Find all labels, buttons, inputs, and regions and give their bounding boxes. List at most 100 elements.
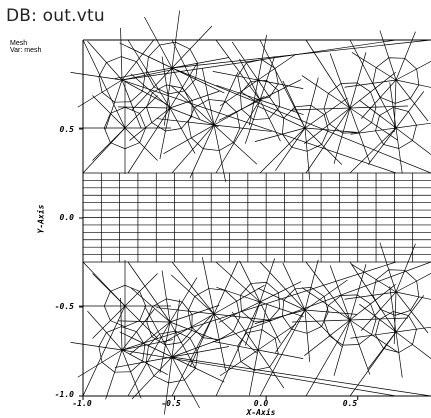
mesh-spoke bbox=[114, 67, 173, 79]
mesh-spoke bbox=[254, 127, 306, 142]
mesh-spoke bbox=[129, 321, 171, 355]
mesh-spoke bbox=[395, 127, 431, 156]
mesh-spoke bbox=[171, 356, 225, 383]
mesh-spoke bbox=[156, 307, 215, 315]
mesh-spoke bbox=[218, 99, 261, 121]
mesh-spoke bbox=[70, 72, 123, 81]
mesh-spoke bbox=[159, 321, 171, 374]
mesh-edge bbox=[349, 261, 397, 333]
mesh-edge bbox=[82, 39, 126, 129]
mesh-spoke bbox=[349, 107, 371, 163]
mesh-spoke bbox=[87, 310, 123, 351]
mesh-spoke bbox=[304, 127, 357, 133]
mesh-spoke bbox=[344, 79, 397, 88]
mesh-edge bbox=[349, 331, 397, 397]
mesh-spoke bbox=[379, 242, 397, 293]
mesh-spoke bbox=[257, 53, 297, 81]
mesh-spoke bbox=[395, 291, 429, 334]
mesh-spoke bbox=[131, 356, 173, 400]
mesh-spoke bbox=[344, 291, 397, 300]
mesh-spoke bbox=[301, 75, 351, 109]
mesh-ring bbox=[375, 107, 417, 149]
mesh-spoke bbox=[259, 301, 281, 344]
mesh-ring bbox=[98, 326, 146, 373]
mesh-spoke bbox=[169, 90, 220, 109]
mesh-edge bbox=[121, 39, 397, 81]
mesh-spoke bbox=[92, 95, 126, 129]
mesh-edge bbox=[121, 261, 397, 351]
mesh-spoke bbox=[213, 313, 272, 321]
mesh-spoke bbox=[144, 305, 173, 358]
mesh-edge bbox=[259, 261, 306, 311]
mesh-spoke bbox=[393, 291, 397, 344]
mesh-spoke bbox=[282, 262, 306, 311]
mesh-edge bbox=[127, 107, 171, 174]
mesh-spoke bbox=[275, 127, 306, 171]
mesh-ring bbox=[323, 294, 377, 346]
mesh-edge bbox=[215, 261, 261, 303]
mesh-ring bbox=[282, 105, 329, 152]
mesh-spoke bbox=[118, 106, 171, 109]
mesh-spoke bbox=[171, 10, 181, 69]
x-tick-label: 0.5 bbox=[342, 399, 358, 408]
y-tick-label: -0.5 bbox=[54, 302, 74, 311]
mesh-spoke bbox=[121, 349, 168, 376]
mesh-spoke bbox=[77, 349, 123, 378]
mesh-spoke bbox=[349, 319, 371, 375]
mesh-edge bbox=[259, 127, 306, 174]
mesh-spoke bbox=[349, 264, 367, 321]
mesh-spoke bbox=[360, 291, 397, 331]
mesh-spoke bbox=[161, 270, 171, 323]
mesh-spoke bbox=[257, 105, 306, 129]
mesh-spoke bbox=[231, 41, 259, 81]
mesh-spoke bbox=[257, 79, 304, 89]
mesh-spoke bbox=[169, 107, 196, 154]
mesh-spoke bbox=[249, 349, 259, 396]
mesh-spoke bbox=[169, 321, 219, 342]
mesh-spoke bbox=[304, 127, 343, 165]
mesh-edge bbox=[171, 356, 431, 397]
mesh-spoke bbox=[395, 295, 425, 333]
mesh-spoke bbox=[92, 305, 126, 339]
mesh-spoke bbox=[395, 31, 416, 81]
mesh-spoke bbox=[395, 291, 431, 300]
mesh-spoke bbox=[304, 97, 348, 129]
mesh-edge bbox=[259, 39, 306, 129]
mesh-spoke bbox=[259, 79, 302, 101]
mesh-spoke bbox=[351, 264, 397, 293]
mesh-spoke bbox=[124, 127, 158, 161]
mesh-ring bbox=[323, 82, 377, 134]
mesh-spoke bbox=[219, 79, 259, 107]
mesh-spoke bbox=[213, 261, 239, 315]
mesh-spoke bbox=[213, 285, 265, 315]
mesh-spoke bbox=[349, 319, 399, 353]
mesh-spoke bbox=[144, 16, 173, 69]
mesh-spoke bbox=[121, 349, 142, 399]
mesh-spoke bbox=[350, 127, 397, 135]
mesh-spoke bbox=[395, 243, 416, 293]
mesh-edge bbox=[305, 319, 351, 397]
mesh-spoke bbox=[87, 40, 123, 81]
mesh-spoke bbox=[395, 326, 431, 333]
mesh-spoke bbox=[124, 95, 158, 129]
mesh-ring bbox=[146, 84, 193, 132]
mesh-spoke bbox=[212, 341, 259, 351]
mesh-spoke bbox=[120, 298, 123, 351]
mesh-spoke bbox=[171, 346, 230, 358]
mesh-spoke bbox=[395, 331, 403, 378]
mesh-ring bbox=[240, 282, 280, 322]
mesh-spoke bbox=[349, 72, 396, 109]
mesh-spoke bbox=[329, 265, 351, 321]
mesh-spoke bbox=[249, 79, 259, 126]
mesh-spoke bbox=[304, 127, 311, 180]
mesh-spoke bbox=[163, 67, 173, 126]
mesh-spoke bbox=[349, 284, 396, 321]
mesh-spoke bbox=[77, 79, 123, 108]
mesh-spoke bbox=[121, 309, 155, 351]
mesh-edge bbox=[171, 124, 215, 174]
mesh-spoke bbox=[70, 342, 123, 351]
mesh-spoke bbox=[159, 107, 171, 160]
mesh-spoke bbox=[395, 127, 403, 174]
mesh-spoke bbox=[131, 67, 173, 111]
mesh-edge bbox=[171, 39, 215, 126]
